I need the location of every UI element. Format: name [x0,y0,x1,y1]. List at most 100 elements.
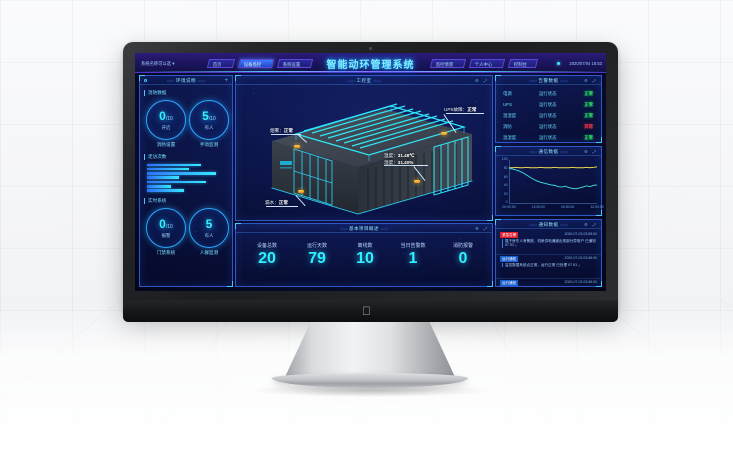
callout-ups-value: 正常 [467,107,477,112]
nav-tab-home[interactable]: 首页 [206,59,236,68]
status-badge: 正常 [584,91,593,96]
stat-offline-count-label: 离线数 [357,243,373,249]
monitor-chin [123,300,618,322]
x-axis-tick: 12:00:00 [590,204,604,209]
alarm-status-panel-title: ◇◇◇ 告警数据 ◇◇◇ [496,76,601,85]
nav-tab-system-settings-label: 系统设置 [282,62,301,67]
callout-ups-label: UPS故障： [444,107,468,112]
facility-3d-panel-title: ◇◇◇ 工控室 ◇◇◇ [236,76,492,85]
gauge-value-denominator: /10 [165,224,173,230]
nav-tab-device-monitor-label: 设备监控 [243,62,262,67]
status-badge: 正常 [584,102,593,107]
bar-track [147,172,227,175]
communication-chart-panel: ◇◇◇ 通信数据 ◇◇◇ ⚙ ⤢ 100 80 60 40 20 0 00:00:00 12:… [495,146,604,216]
gauge-crowd-monitor[interactable]: 5 有人 [189,208,229,248]
hotspot-temp-humidity[interactable] [414,180,420,184]
note-text: 监控数据系统点正常，运行正常 已处理 07 01 ； [502,262,597,268]
add-icon[interactable]: + [224,77,228,84]
gauge-value-number: 0 [159,217,166,231]
monitor-screen: 系统名称可以选 ▾ 首页 设备监控 系统设置 智能动环管理系统 监控情景 个人中… [135,53,606,291]
header-glow-line [135,71,606,72]
stat-today-alarms-value: 1 [408,250,418,267]
nav-tab-monitor-scene[interactable]: 监控情景 [429,59,467,68]
y-axis-tick: 20 [503,191,508,196]
bar [147,185,171,188]
table-row[interactable]: 温湿度 运行状态 正常 [496,133,601,142]
hotspot-smoke-sensor[interactable] [294,145,300,149]
bar [147,180,207,184]
panel-tools-center[interactable]: ⚙ ⤢ [475,78,489,83]
y-axis-tick: 80 [503,165,508,170]
table-row[interactable]: 消防 运行状态 异常 [496,122,601,131]
nav-tab-monitor-scene-label: 监控情景 [435,62,454,67]
nav-tab-user-center-label: 个人中心 [474,62,493,67]
stat-fire-alarms: 消防报警 0 [438,242,488,269]
divider [496,278,601,279]
title-deco-left: ◇◇◇ [529,223,537,227]
status-badge: 异常 [584,124,593,129]
line-chart[interactable]: 100 80 60 40 20 0 00:00:00 12:00:00 00:00:00 12:0… [502,157,604,208]
status-metric: 运行状态 [539,135,557,140]
overview-stats-panel-title-text: 基本项目概述 [349,226,379,231]
gauge-value-number: 5 [202,109,209,123]
status-metric: 运行状态 [539,102,557,107]
gauge-manual-monitor[interactable]: 5/10 有人 [189,100,229,140]
nav-tab-home-label: 首页 [212,62,222,67]
note-time: 2020-07-03 03:58:00 [564,280,598,284]
panel-tools-notice[interactable]: ⚙ ⤢ [584,222,598,227]
gauge-access-alarm-unit: 报警 [161,233,171,238]
gauge-fire-open[interactable]: 0/10 开启 [146,100,186,140]
title-deco-left: ◇◇◇ [166,79,175,83]
callout-line-ups [446,113,484,114]
facility-3d-panel-title-text: 工控室 [356,78,372,83]
section-title-access: 实时系统 [144,198,166,204]
container-3d-svg [270,103,474,215]
nav-tab-system-settings[interactable]: 系统设置 [276,59,314,68]
title-deco-right: ◇◇◇ [560,150,568,154]
nav-tab-device-monitor[interactable]: 设备监控 [237,59,275,68]
bar-track [147,180,227,184]
panel-tools-stats[interactable]: ⚙ ⤢ [475,226,489,231]
y-axis-tick: 40 [503,183,508,188]
hotspot-water-leak[interactable] [298,190,304,194]
note-badge: 运行通知 [500,280,519,286]
nav-tab-user-center[interactable]: 个人中心 [468,59,506,68]
stat-fire-alarms-label: 消防报警 [452,243,473,249]
reading-humidity: 湿度：31.40% [384,160,413,166]
list-item[interactable]: 运行通知 2020-07-03 03:58:00 [500,280,597,288]
gauge-access-alarm[interactable]: 0/10 报警 [146,208,186,248]
gauge-value-denominator: /10 [165,116,173,122]
container-3d-model[interactable]: 烟雾：正常 UPS故障：正常 漏水：正常 温度：31.48℃ 湿度：31.40% [236,85,492,220]
gauge-fire-open-value: 0/10 [147,110,185,125]
stat-today-alarms: 当日告警数 1 [388,242,438,269]
environment-panel-title: ◇◇◇ 环境说明 ◇◇◇ [140,76,232,85]
callout-line-smoke [271,134,301,135]
panel-tools-comm[interactable]: ⚙ ⤢ [584,149,598,154]
callout-water-value: 正常 [278,200,288,205]
table-row[interactable]: 温湿度 运行状态 正常 [496,111,601,120]
environment-panel: ◇◇◇ 环境说明 ◇◇◇ + 消防数据 0/10 开启 消防设置 5/10 [139,75,233,287]
reading-humidity-value: 31.40% [397,160,414,165]
bar-track [147,176,227,180]
hotspot-ups[interactable] [441,132,447,136]
list-item[interactable]: 运行通知 2020-07-03 03:58:00 监控数据系统点正常，运行正常 … [500,256,597,276]
x-axis-tick: 00:00:00 [561,204,575,209]
table-row[interactable]: 电源 运行状态 正常 [496,89,601,98]
refresh-icon[interactable] [144,78,148,83]
callout-ups: UPS故障：正常 [444,107,476,113]
monitor-stand-neck [285,322,455,377]
clock-readout: 2020/07/04 18:53 [569,61,602,66]
panel-tools-status[interactable]: ⚙ ⤢ [584,78,598,83]
list-item[interactable]: 紧急告警 2020-07-03 03:58:00 属于房东人有警报，机房供电通道… [500,232,597,252]
title-deco-left: ◇◇◇ [529,150,537,154]
title-deco-left: ◇◇◇ [529,79,537,83]
monitor-stand-shadow [252,384,488,397]
status-metric: 运行状态 [539,113,557,118]
bar-track [147,163,227,167]
bar [147,189,184,192]
table-row[interactable]: UPS 运行状态 正常 [496,100,601,109]
stat-today-alarms-label: 当日告警数 [400,243,426,249]
system-name-selector[interactable]: 系统名称可以选 ▾ [141,61,175,66]
callout-line-temp [384,165,428,166]
nav-tab-console[interactable]: 控制台 [507,59,539,68]
